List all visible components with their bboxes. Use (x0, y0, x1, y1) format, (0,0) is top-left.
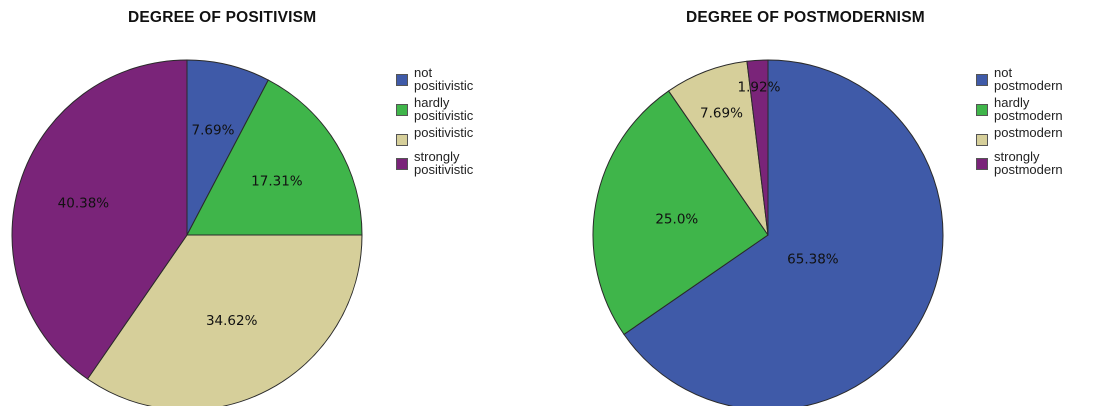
legend-item: not postmodern (976, 66, 1096, 92)
legend-swatch (976, 74, 988, 86)
legend-item: not positivistic (396, 66, 524, 92)
legend-item: hardly positivistic (396, 96, 524, 122)
legend-swatch (396, 104, 408, 116)
legend-label: hardly positivistic (414, 95, 474, 123)
slice-percent-label: 40.38% (58, 196, 110, 212)
positivism-legend: not positivistic hardly positivistic positiv… (396, 66, 524, 180)
postmodernism-chart: DEGREE OF POSTMODERNISM 65.38% 25.0% 7.69%… (548, 0, 1096, 406)
chart-title: DEGREE OF POSTMODERNISM (686, 9, 925, 26)
legend-item: positivistic (396, 126, 524, 146)
legend-label: strongly postmodern (994, 149, 1063, 177)
legend-item: strongly postmodern (976, 150, 1096, 176)
legend-swatch (396, 134, 408, 146)
legend-swatch (976, 134, 988, 146)
slice-percent-label: 65.38% (787, 252, 839, 268)
legend-swatch (976, 104, 988, 116)
slice-percent-label: 25.0% (655, 211, 698, 227)
slice-percent-label: 17.31% (251, 174, 303, 190)
chart-title: DEGREE OF POSITIVISM (128, 9, 317, 26)
pie-slice-3 (11, 59, 188, 380)
postmodernism-legend: not postmodern hardly postmodern postmodern s… (976, 66, 1096, 180)
pie-slice-2 (86, 234, 363, 406)
slice-percent-label: 7.69% (192, 123, 235, 139)
pie-slice-0 (623, 59, 944, 406)
legend-label: not postmodern (994, 65, 1063, 93)
pie-slice-3 (746, 59, 769, 236)
postmodernism-pie: 65.38% 25.0% 7.69% 1.92% (592, 59, 944, 406)
legend-swatch (396, 74, 408, 86)
legend-label: positivistic (414, 125, 474, 140)
positivism-chart: DEGREE OF POSITIVISM 7.69% 17.31% 34.62% 40… (11, 9, 524, 406)
slice-percent-label: 7.69% (700, 105, 743, 121)
legend-item: hardly postmodern (976, 96, 1096, 122)
legend-label: strongly positivistic (414, 149, 474, 177)
slice-percent-label: 1.92% (738, 80, 781, 96)
legend-item: strongly positivistic (396, 150, 524, 176)
legend-swatch (396, 158, 408, 170)
pie-slice-1 (592, 90, 769, 336)
pie-slice-1 (186, 79, 363, 236)
legend-label: postmodern (994, 125, 1063, 140)
legend-swatch (976, 158, 988, 170)
legend-label: not positivistic (414, 65, 474, 93)
slice-percent-label: 34.62% (206, 313, 258, 329)
legend-label: hardly postmodern (994, 95, 1063, 123)
positivism-pie: 7.69% 17.31% 34.62% 40.38% (11, 59, 363, 406)
legend-item: postmodern (976, 126, 1096, 146)
